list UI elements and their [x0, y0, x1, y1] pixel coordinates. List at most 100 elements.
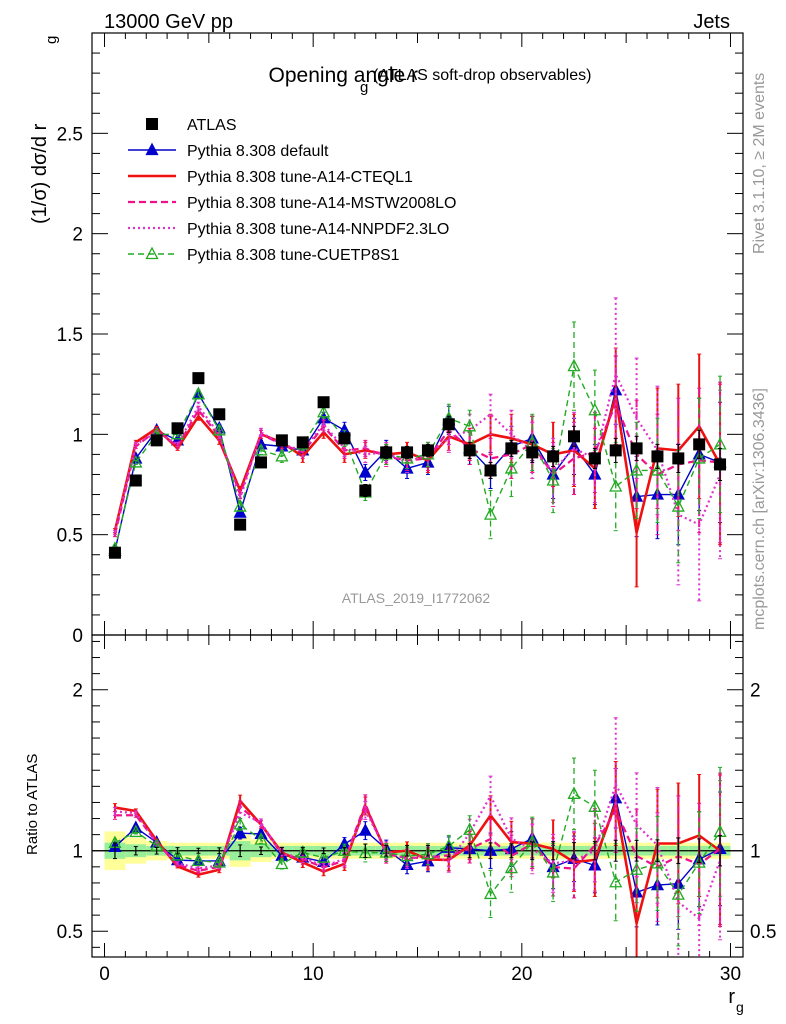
data-point — [714, 458, 727, 471]
series-point — [379, 845, 393, 858]
series-point — [337, 843, 352, 856]
series-point — [630, 862, 644, 875]
data-point — [234, 518, 247, 531]
x-tick-label: 30 — [720, 964, 741, 985]
legend-label: Pythia 8.308 default — [187, 143, 329, 160]
series-line — [113, 373, 722, 533]
x-axis-label: r g — [728, 986, 743, 1015]
legend-item-default: Pythia 8.308 default — [128, 142, 329, 160]
main-y-axis-label-text: (1/σ) dσ/d r — [29, 123, 51, 224]
series-point — [233, 505, 247, 518]
series-point — [671, 887, 685, 900]
data-point — [401, 446, 414, 459]
series-point — [212, 422, 226, 436]
series-point — [191, 386, 205, 400]
main-plot-series — [108, 297, 727, 602]
series-line — [114, 389, 721, 551]
data-point — [171, 422, 184, 435]
legend-label: Pythia 8.308 tune-A14-MSTW2008LO — [187, 195, 456, 212]
series-point — [275, 856, 289, 870]
data-point — [108, 546, 121, 559]
series-cuetp — [108, 321, 727, 564]
series-point — [567, 786, 581, 799]
series-data — [112, 835, 723, 867]
legend-item-data: ATLAS — [146, 117, 237, 134]
data-point — [359, 484, 372, 497]
series-point — [233, 499, 247, 512]
series-point — [650, 463, 665, 476]
x-axis-label-text: r — [728, 986, 735, 1008]
series-point — [296, 845, 310, 858]
y-tick-label: 1 — [72, 425, 83, 446]
main-title-subscript: g — [360, 79, 368, 96]
legend-item-cuetp: Pythia 8.308 tune-CUETP8S1 — [128, 246, 400, 264]
data-point — [484, 464, 497, 477]
legend: ATLAS Pythia 8.308 default Pythia 8.308 tu… — [128, 117, 456, 264]
data-point — [150, 434, 163, 447]
series-point — [358, 465, 372, 478]
data-point — [567, 430, 580, 443]
data-point — [317, 396, 330, 409]
series-point — [504, 461, 518, 474]
series-point — [588, 799, 602, 812]
data-point — [526, 446, 539, 459]
ratio-y-tick-label-right: 2 — [750, 681, 761, 702]
series-line — [114, 365, 721, 549]
y-tick-label: 2 — [72, 225, 83, 246]
data-point — [609, 444, 622, 457]
ratio-y-axis-label: Ratio to ATLAS — [24, 754, 41, 855]
x-axis-label-subscript: g — [736, 999, 744, 1015]
ratio-panel-frame — [91, 634, 744, 958]
y-tick-label: 2.5 — [57, 124, 83, 145]
series-data — [108, 372, 727, 559]
ratio-y-tick-label-right: 0.5 — [750, 922, 776, 943]
data-point — [296, 436, 309, 449]
legend-swatch — [146, 118, 158, 130]
legend-label: ATLAS — [187, 117, 237, 134]
series-point — [358, 823, 372, 836]
ratio-plot-series — [108, 717, 727, 957]
series-line — [114, 783, 722, 920]
series-point — [692, 451, 706, 464]
series-point — [692, 855, 706, 868]
data-point — [192, 372, 205, 385]
series-point — [567, 358, 581, 372]
series-point — [546, 473, 560, 486]
y-tick-label: 0.5 — [57, 526, 83, 547]
series-point — [170, 848, 185, 861]
analysis-watermark: ATLAS_2019_I1772062 — [342, 590, 491, 606]
series-point — [400, 848, 414, 862]
legend-item-cteql1: Pythia 8.308 tune-A14-CTEQL1 — [128, 169, 413, 186]
main-title: Opening angle r g (ATLAS soft-drop obser… — [269, 64, 592, 96]
series-point — [275, 449, 289, 462]
data-point — [442, 418, 455, 431]
series-point — [463, 418, 477, 432]
series-point — [463, 822, 477, 835]
data-point — [380, 446, 393, 459]
legend-label: Pythia 8.308 tune-CUETP8S1 — [187, 247, 400, 264]
series-point — [650, 856, 665, 869]
x-tick-label: 10 — [303, 964, 324, 985]
main-y-axis-label-subscript: g — [43, 36, 60, 44]
series-point — [504, 860, 518, 874]
series-point — [546, 865, 560, 878]
x-tick-label: 0 — [99, 964, 110, 985]
rivet-version-label: Rivet 3.1.10, ≥ 2M events — [751, 73, 768, 254]
series-point — [483, 507, 498, 520]
data-point — [213, 408, 226, 421]
main-title-text: Opening angle r — [269, 64, 418, 87]
legend-marker — [145, 142, 159, 156]
ratio-y-tick-label-left: 1 — [72, 842, 83, 863]
series-point — [191, 853, 205, 866]
legend-label: Pythia 8.308 tune-A14-NNPDF2.3LO — [187, 221, 449, 238]
x-tick-label: 20 — [511, 964, 532, 985]
header-energy: 13000 GeV pp — [104, 11, 233, 33]
series-point — [129, 455, 143, 468]
data-point — [129, 474, 142, 487]
series-point — [254, 832, 268, 845]
data-point — [547, 450, 560, 463]
header-process: Jets — [693, 11, 730, 33]
legend-item-nnpdf: Pythia 8.308 tune-A14-NNPDF2.3LO — [128, 221, 449, 238]
data-point — [463, 444, 476, 457]
